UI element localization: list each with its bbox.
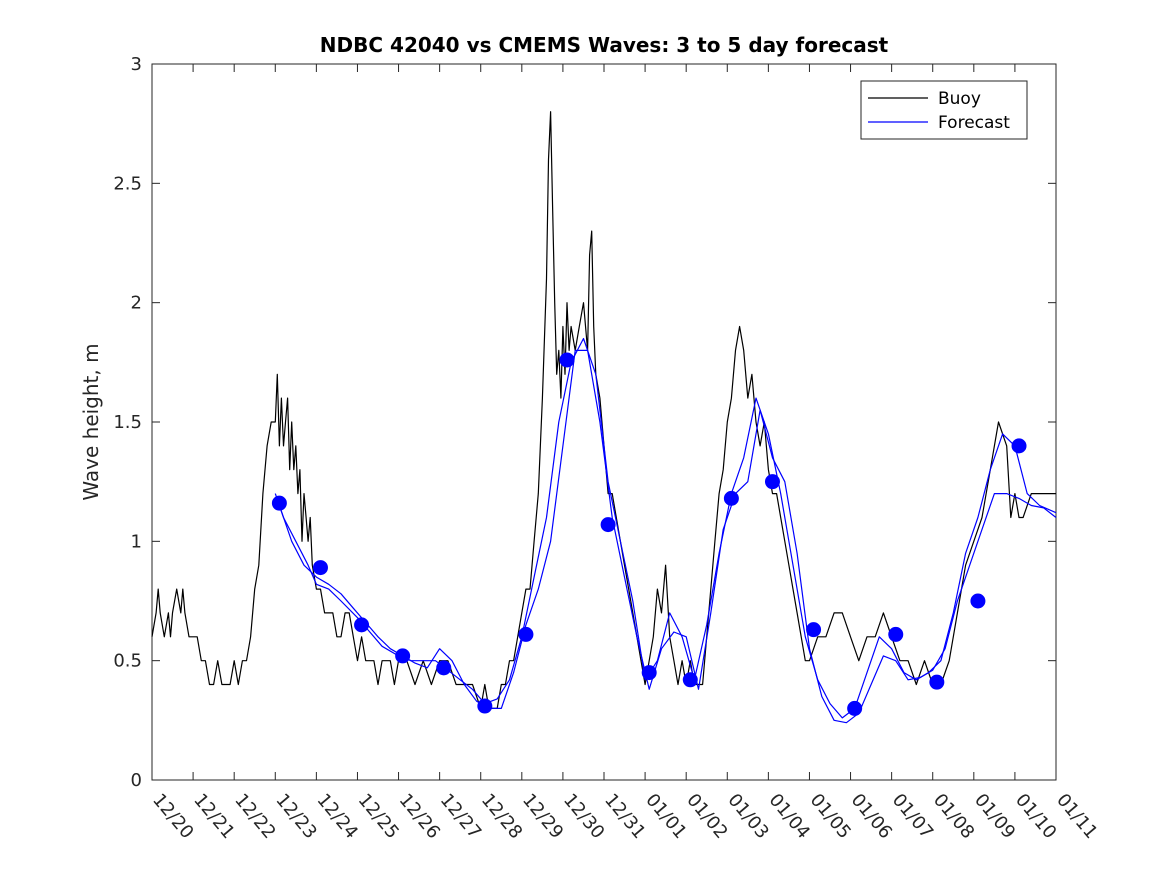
legend-buoy-label: Buoy (938, 89, 981, 109)
plot-area: 00.511.522.53 12/2012/2112/2212/2312/241… (113, 54, 1101, 843)
y-tick-label: 1.5 (113, 412, 142, 433)
legend-box (860, 80, 1028, 140)
forecast-point (477, 698, 493, 714)
forecast-point (436, 660, 452, 676)
forecast-point (682, 672, 698, 688)
legend-forecast-label: Forecast (938, 113, 1010, 133)
forecast-point (929, 674, 945, 690)
forecast-point (641, 665, 657, 681)
forecast-point (600, 517, 616, 533)
y-axis-label: Wave height, m (79, 343, 103, 500)
forecast-point (559, 352, 575, 368)
chart-title: NDBC 42040 vs CMEMS Waves: 3 to 5 day fo… (320, 33, 889, 57)
forecast-point (806, 622, 822, 638)
y-tick-label: 1 (131, 531, 142, 552)
y-tick-label: 2.5 (113, 173, 142, 194)
forecast-point (271, 495, 287, 511)
series-line-buoy (151, 111, 1056, 710)
forecast-point (395, 648, 411, 664)
y-axis: 0 0.5 1 1.5 2 2.5 3 (113, 54, 1056, 791)
y-tick-label: 2 (131, 293, 142, 314)
forecast-point (723, 490, 739, 506)
forecast-point (312, 560, 328, 576)
legend: Buoy Forecast (860, 80, 1028, 140)
forecast-point (354, 617, 370, 633)
y-tick-label: 0.5 (113, 651, 142, 672)
forecast-point (764, 474, 780, 490)
forecast-point (1011, 438, 1027, 454)
forecast-point (847, 700, 863, 716)
y-tick-label: 3 (131, 54, 142, 75)
forecast-point (888, 626, 904, 642)
forecast-point (518, 626, 534, 642)
marker-layer (271, 352, 1027, 716)
y-tick-label: 0 (131, 770, 142, 791)
forecast-point (970, 593, 986, 609)
